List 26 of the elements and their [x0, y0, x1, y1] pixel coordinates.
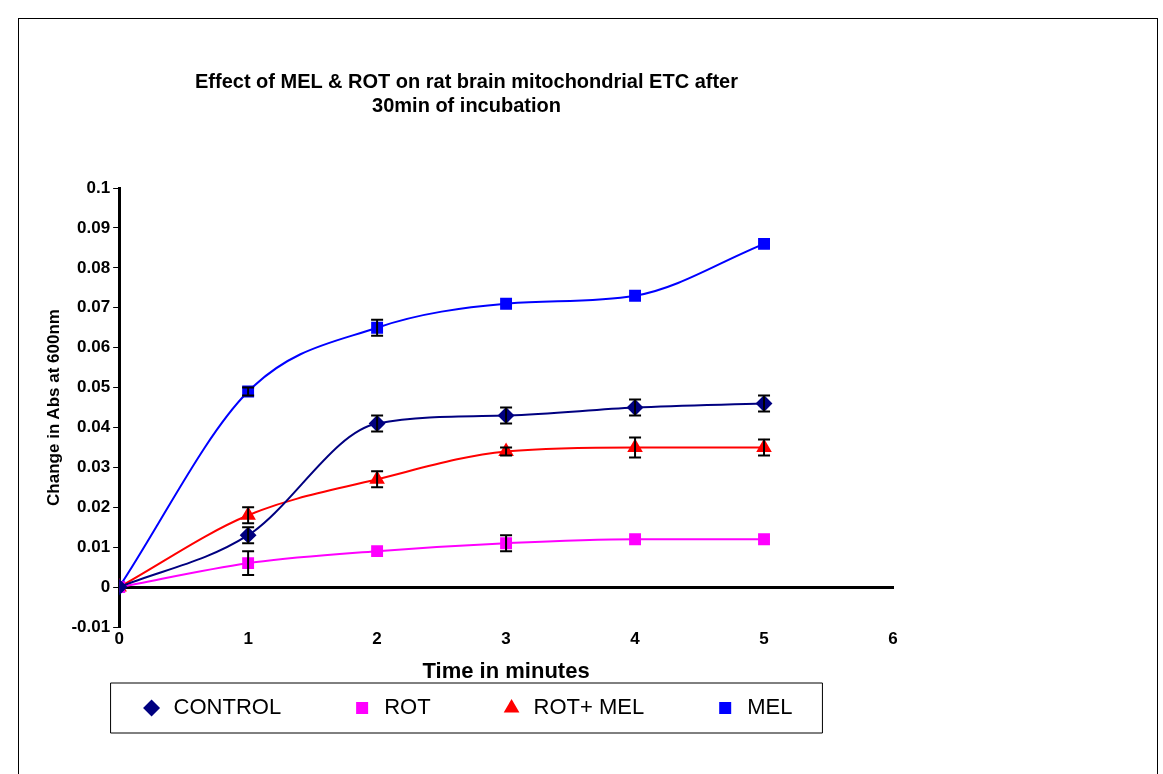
y-tick-label: 0.02	[77, 496, 111, 516]
x-tick-label: 0	[114, 628, 124, 648]
x-tick-label: 1	[243, 628, 253, 648]
chart-title: Effect of MEL & ROT on rat brain mitochondrial ETC after 30min of incubation	[195, 69, 739, 116]
x-tick-label: 5	[759, 628, 769, 648]
y-tick-label: 0.03	[77, 457, 111, 477]
y-tick-label: 0.07	[77, 297, 111, 317]
x-tick-label: 3	[501, 628, 511, 648]
y-tick-label: 0.04	[77, 417, 111, 437]
y-tick-label: 0.08	[77, 257, 111, 277]
x-tick-label: 2	[372, 628, 382, 648]
x-axis-title: Time in minutes	[422, 658, 590, 684]
y-axis-title: Change in Abs at 600nm	[43, 309, 63, 506]
y-tick-label: 0.06	[77, 337, 111, 357]
y-tick-label: -0.01	[71, 616, 111, 636]
legend-label: ROT+ MEL	[533, 694, 645, 720]
y-tick-label: 0.1	[86, 177, 111, 197]
legend-label: CONTROL	[173, 694, 282, 720]
y-tick-label: 0.09	[77, 217, 111, 237]
legend-label: ROT	[384, 694, 431, 720]
y-tick-label: 0.01	[77, 536, 111, 556]
x-tick-label: 6	[888, 628, 898, 648]
legend-label: MEL	[747, 694, 793, 720]
y-tick-label: 0	[100, 576, 111, 596]
x-tick-label: 4	[630, 628, 641, 648]
y-tick-label: 0.05	[77, 377, 111, 397]
